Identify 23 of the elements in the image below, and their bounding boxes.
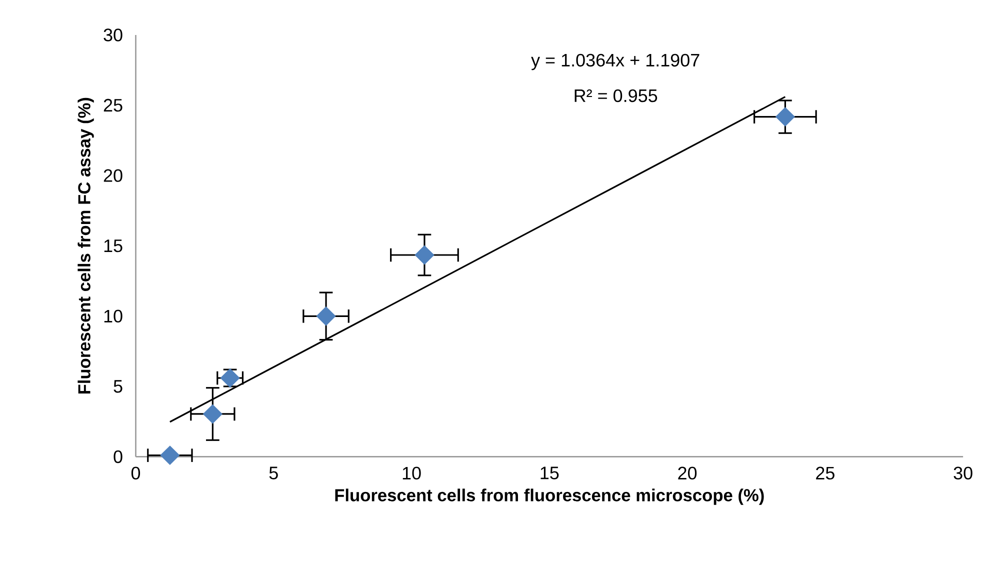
annotation: R² = 0.955 bbox=[574, 89, 658, 102]
point bbox=[202, 404, 222, 424]
y-tick-label: 15 bbox=[104, 240, 122, 252]
x-tick-label: 20 bbox=[678, 466, 697, 480]
x-tick-label: 10 bbox=[402, 466, 421, 480]
x-tick-label: 0 bbox=[131, 466, 140, 480]
point bbox=[775, 107, 795, 126]
annotation: y = 1.0364x + 1.1907 bbox=[531, 54, 700, 70]
y-tick-label: 0 bbox=[114, 450, 122, 464]
y-tick-label: 25 bbox=[104, 98, 122, 112]
y-tick-label: 10 bbox=[104, 310, 122, 323]
x-tick-label: 5 bbox=[269, 466, 278, 480]
point bbox=[414, 245, 434, 265]
point bbox=[160, 446, 180, 465]
y-tick-label: 30 bbox=[104, 28, 122, 42]
y-axis-title: Fluorescent cells from FC assay (%) bbox=[78, 98, 94, 394]
point bbox=[316, 306, 336, 326]
x-tick-label: 15 bbox=[540, 466, 559, 480]
x-axis-title: Fluorescent cells from fluorescence microscope (%) bbox=[335, 488, 764, 505]
x-tick-label: 30 bbox=[954, 466, 972, 480]
y-tick-label: 20 bbox=[104, 169, 122, 182]
y-tick-label: 5 bbox=[114, 380, 122, 393]
x-tick-label: 25 bbox=[816, 466, 834, 480]
